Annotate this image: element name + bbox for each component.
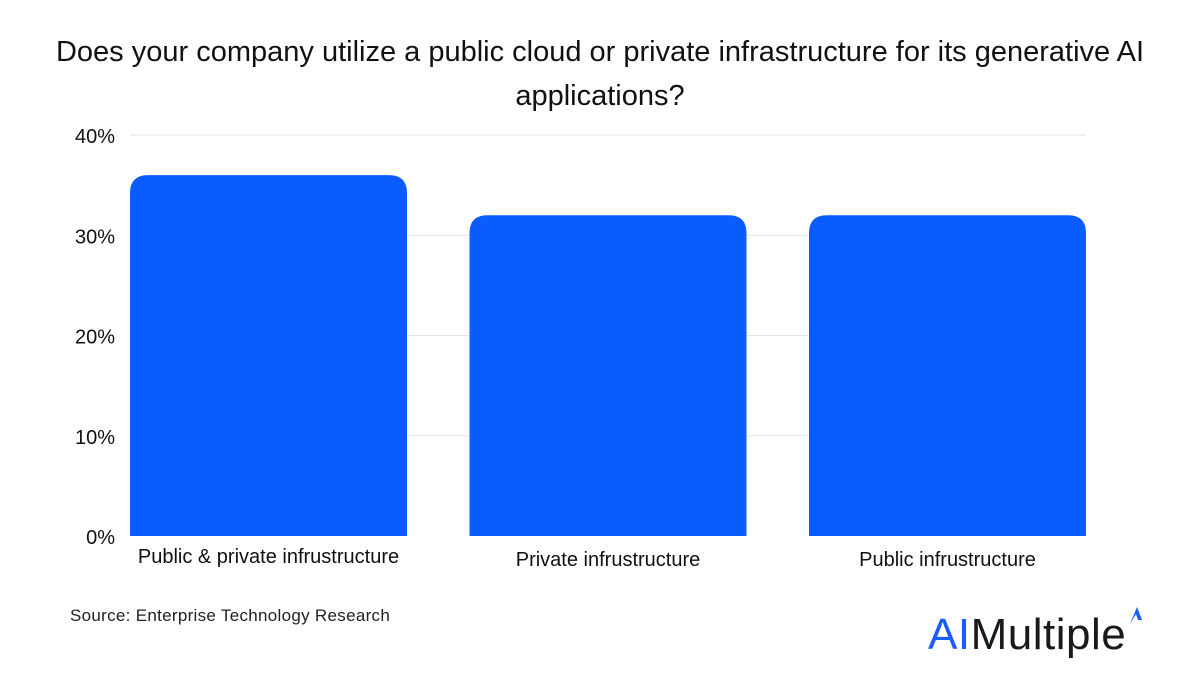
- x-category-label: Private infrustructure: [516, 549, 701, 571]
- y-tick-label: 30%: [75, 226, 115, 248]
- aimultiple-logo: AI Multiple: [928, 607, 1144, 660]
- bars: [130, 175, 1086, 536]
- x-category-label: Public & private infrustructure: [138, 546, 399, 568]
- y-tick-label: 10%: [75, 427, 115, 449]
- y-tick-label: 40%: [75, 126, 115, 148]
- y-tick-label: 0%: [86, 527, 115, 549]
- bar: [130, 175, 407, 536]
- y-tick-label: 20%: [75, 327, 115, 349]
- source-note: Source: Enterprise Technology Research: [70, 606, 391, 625]
- logo-ai-text: AI: [928, 610, 971, 659]
- bar: [809, 215, 1086, 536]
- logo-multiple-text: Multiple: [970, 610, 1127, 659]
- bar: [469, 215, 747, 536]
- x-category-label: Public infrustructure: [859, 549, 1036, 571]
- logo-spark-icon: [1130, 607, 1143, 624]
- x-axis-labels: Public & private infrustructure Private i…: [138, 546, 1036, 571]
- y-axis-ticks: 0% 10% 20% 30% 40%: [75, 126, 115, 549]
- chart-title: Does your company utilize a public cloud…: [55, 36, 1145, 112]
